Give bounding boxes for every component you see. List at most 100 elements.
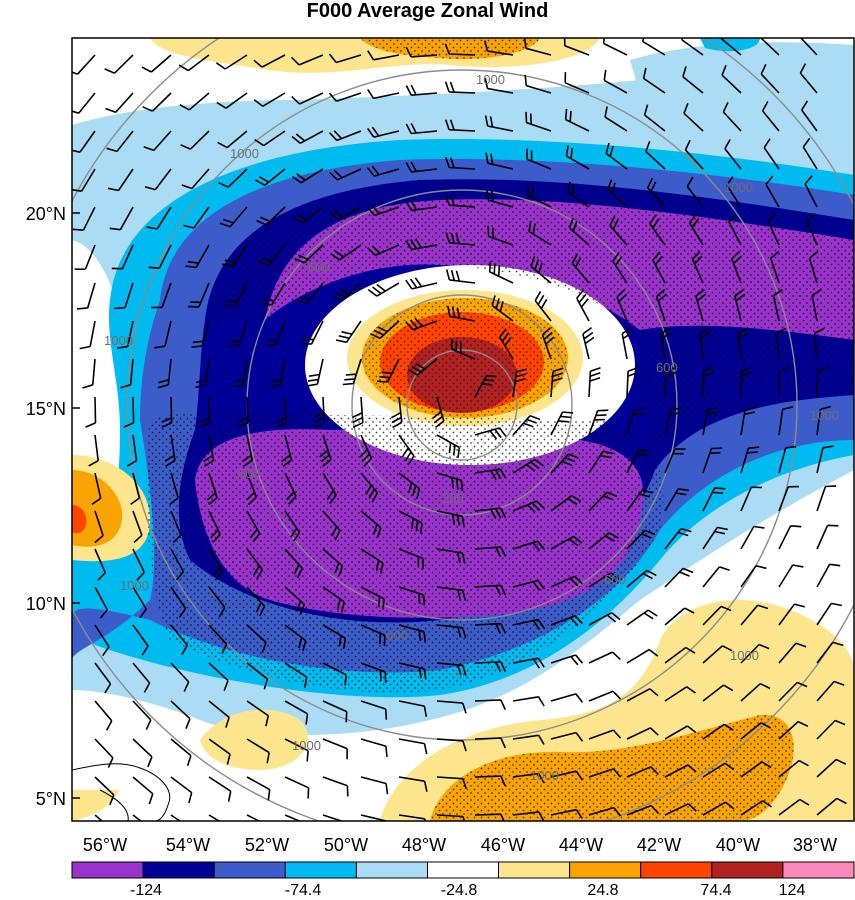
colorbar-box (355, 861, 428, 879)
wind-barb (215, 54, 248, 70)
colorbar-box (569, 861, 642, 879)
wind-barb (626, 529, 656, 550)
wind-barb (185, 244, 210, 269)
wind-barb (612, 252, 628, 284)
lat-label: 10°N (26, 594, 66, 614)
wind-barb (702, 645, 733, 664)
wind-barb (564, 108, 590, 132)
wind-barb (664, 686, 696, 702)
wind-barb (702, 366, 715, 398)
wind-barb (161, 396, 173, 428)
wind-barb (664, 366, 677, 398)
wind-barb (94, 700, 113, 731)
wind-barb (740, 446, 760, 474)
wind-barb (398, 548, 424, 570)
wind-barb (208, 662, 229, 691)
wind-barb (524, 74, 552, 94)
wind-barb (765, 175, 780, 208)
wind-barb (246, 510, 261, 543)
contour-label: 1000 (724, 180, 753, 195)
wind-barb (360, 472, 379, 503)
wind-barb (94, 738, 114, 768)
wind-barb (164, 434, 176, 467)
lat-label: 15°N (26, 399, 66, 419)
wind-barb (778, 564, 804, 588)
wind-barb (360, 662, 387, 683)
wind-barb (775, 327, 787, 360)
wind-barb (730, 250, 742, 284)
wind-barb (550, 495, 582, 512)
radius-rings (72, 38, 854, 821)
wind-barb (178, 54, 210, 72)
wind-barb (405, 238, 438, 251)
wind-barb (816, 445, 834, 474)
wind-barb (246, 700, 270, 727)
wind-barb (512, 540, 546, 552)
wind-barb (94, 548, 107, 581)
wind-barb (246, 776, 271, 801)
wind-barb (79, 320, 96, 350)
wind-barb (284, 776, 310, 799)
wind-barb (530, 256, 552, 284)
wind-barb (322, 776, 349, 797)
wind-barb (652, 251, 666, 284)
wind-barb (512, 772, 545, 784)
wind-barb (550, 453, 579, 474)
wind-barb (170, 548, 185, 581)
wind-barb (436, 434, 461, 458)
shaded-field (72, 38, 854, 821)
wind-barb (367, 89, 400, 100)
wind-barb (568, 217, 590, 246)
wind-barb (183, 206, 210, 229)
wind-barb (778, 406, 794, 436)
wind-barb (398, 472, 421, 500)
wind-barb (405, 200, 438, 212)
contour-label: 600 (308, 260, 330, 275)
wind-barb (291, 92, 324, 105)
wind-barb (322, 586, 345, 613)
stipple-upper (205, 179, 854, 470)
wind-barb (550, 535, 583, 550)
wind-barb (444, 43, 476, 56)
wind-barb (328, 92, 362, 103)
wind-barb (761, 101, 780, 132)
wind-barb (804, 175, 818, 208)
left-red (72, 505, 87, 534)
wind-barb (436, 776, 467, 790)
wind-barb (72, 130, 96, 153)
wind-barb (284, 586, 306, 615)
wind-barb (260, 282, 286, 306)
wind-barb (143, 130, 172, 152)
wind-barb (525, 111, 552, 132)
wind-barb (655, 288, 667, 322)
light-blue-left (72, 123, 121, 240)
wind-barb (801, 100, 818, 132)
wind-barb (474, 546, 507, 558)
wind-barb (664, 488, 689, 512)
wind-barb (253, 92, 286, 107)
wind-barb (237, 396, 249, 428)
wind-barb (720, 38, 742, 56)
wind-barb (170, 662, 190, 692)
wind-barb (512, 500, 545, 513)
wind-barb (740, 366, 752, 398)
wind-barb (170, 738, 192, 767)
top-cyan-bit (700, 38, 760, 52)
wind-barb (474, 622, 507, 634)
wind-barb (292, 206, 324, 224)
wind-barb (688, 213, 704, 246)
wind-barb (686, 176, 704, 208)
wind-barb (603, 69, 628, 94)
colorbar-box (640, 861, 713, 879)
wind-barb (405, 46, 438, 58)
wind-barb (588, 532, 619, 550)
wind-barb (684, 139, 704, 170)
wind-barb (284, 814, 302, 821)
wind-barb (778, 642, 807, 664)
coastline (72, 763, 171, 821)
contour-label: 1000 (230, 146, 259, 161)
radius-ring-1000 (126, 69, 798, 741)
wind-barb (208, 548, 224, 581)
colorbar-box (142, 861, 215, 879)
wind-barb (269, 358, 286, 388)
